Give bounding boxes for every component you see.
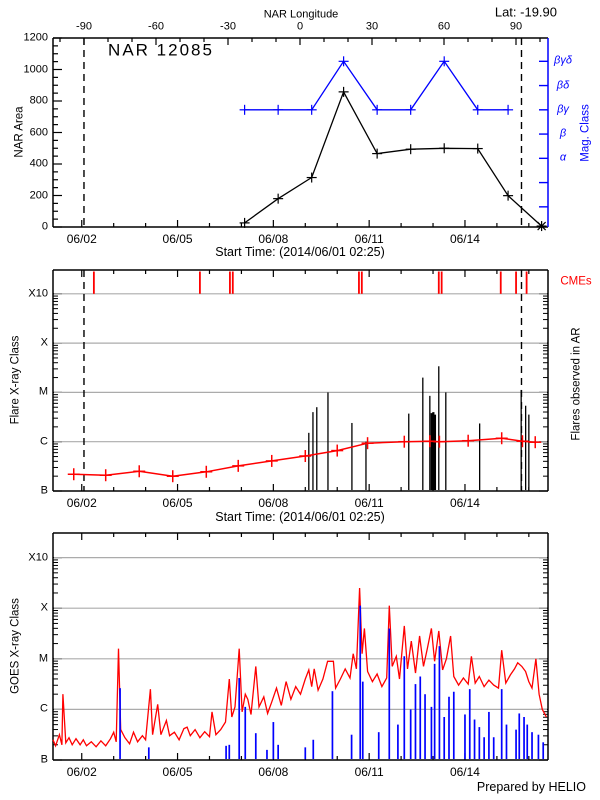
panel1-ytick-label: 200 <box>29 189 48 201</box>
panel2-date-label: 06/14 <box>449 496 480 510</box>
longitude-tick-label: -30 <box>220 20 236 33</box>
panel3-ytick-label: X <box>40 601 48 614</box>
panel1-ytick-label: 600 <box>29 126 48 138</box>
mag-class-series <box>244 60 509 111</box>
mag-class-tick-label: α <box>559 151 567 164</box>
mag-class-tick-label: β <box>559 127 567 140</box>
panel3-date-label: 06/05 <box>162 765 193 779</box>
latitude-label: Lat: -19.90 <box>494 4 557 20</box>
panel2-y-axis-label: Flare X-ray Class <box>9 335 22 425</box>
panel1-ytick-label: 800 <box>29 94 48 107</box>
panel3-ytick-label: M <box>38 652 48 665</box>
panel2-date-label: 06/08 <box>258 496 289 510</box>
panel3-date-label: 06/14 <box>449 765 480 779</box>
longitude-tick-label: 30 <box>365 20 379 33</box>
panel3-date-label: 06/11 <box>354 765 384 779</box>
panel2-right-axis-label: Flares observed in AR <box>570 327 583 441</box>
panel1-date-label: 06/05 <box>162 232 193 246</box>
longitude-tick-label: -60 <box>148 20 164 33</box>
mag-class-tick-label: βγδ <box>554 54 572 67</box>
panel3-date-label: 06/08 <box>258 765 289 779</box>
mag-class-tick-label: βγ <box>557 103 569 116</box>
panel1-ytick-label: 0 <box>41 220 48 233</box>
panel1-right-axis-label: Mag. Class <box>579 104 592 162</box>
panel3-date-label: 06/02 <box>66 765 97 779</box>
panel1-ytick-label: 400 <box>29 157 48 170</box>
panel1-date-label: 06/02 <box>66 232 97 246</box>
panel3-ytick-label: C <box>40 702 48 715</box>
longitude-tick-label: 0 <box>296 20 304 33</box>
panel2-date-label: 06/11 <box>354 496 384 510</box>
panel2-date-label: 06/05 <box>162 496 193 510</box>
panel3-ytick-label: X10 <box>28 551 48 564</box>
panel1-ytick-label: 1000 <box>23 63 48 75</box>
longitude-tick-label: 90 <box>509 20 523 33</box>
panel2-date-label: 06/02 <box>66 496 97 510</box>
panel1-date-label: 06/14 <box>449 232 480 246</box>
panel2-ytick-label: X <box>40 336 48 349</box>
panel1-ytick-label: 1200 <box>23 31 48 44</box>
longitude-tick-label: -90 <box>76 20 92 33</box>
panel1-date-label: 06/11 <box>354 232 384 246</box>
panel3-ytick-label: B <box>40 753 48 766</box>
panel1-x-axis-title: Start Time: (2014/06/01 02:25) <box>215 244 385 259</box>
panel2-x-axis-title: Start Time: (2014/06/01 02:25) <box>215 509 385 524</box>
cme-legend-label: CMEs <box>560 275 592 288</box>
area-end-marker <box>537 221 547 231</box>
panel1-date-label: 06/08 <box>258 232 289 246</box>
page-title: NAR 12085 <box>108 40 214 60</box>
panel3-y-axis-label: GOES X-ray Class <box>9 598 22 694</box>
panel2-ytick-label: M <box>38 385 48 398</box>
goes-flux-series <box>52 587 547 748</box>
longitude-axis-label: NAR Longitude <box>263 8 339 21</box>
credit-label: Prepared by HELIO <box>476 779 586 794</box>
longitude-tick-label: 60 <box>437 20 451 33</box>
panel1-y-axis-label: NAR Area <box>13 106 26 158</box>
panel2-ytick-label: X10 <box>28 287 48 300</box>
mag-class-tick-label: βδ <box>556 79 570 92</box>
nar-area-series <box>244 90 543 227</box>
panel2-ytick-label: B <box>40 484 48 497</box>
panel2-ytick-label: C <box>40 435 48 448</box>
flare-mean-series <box>73 437 536 477</box>
